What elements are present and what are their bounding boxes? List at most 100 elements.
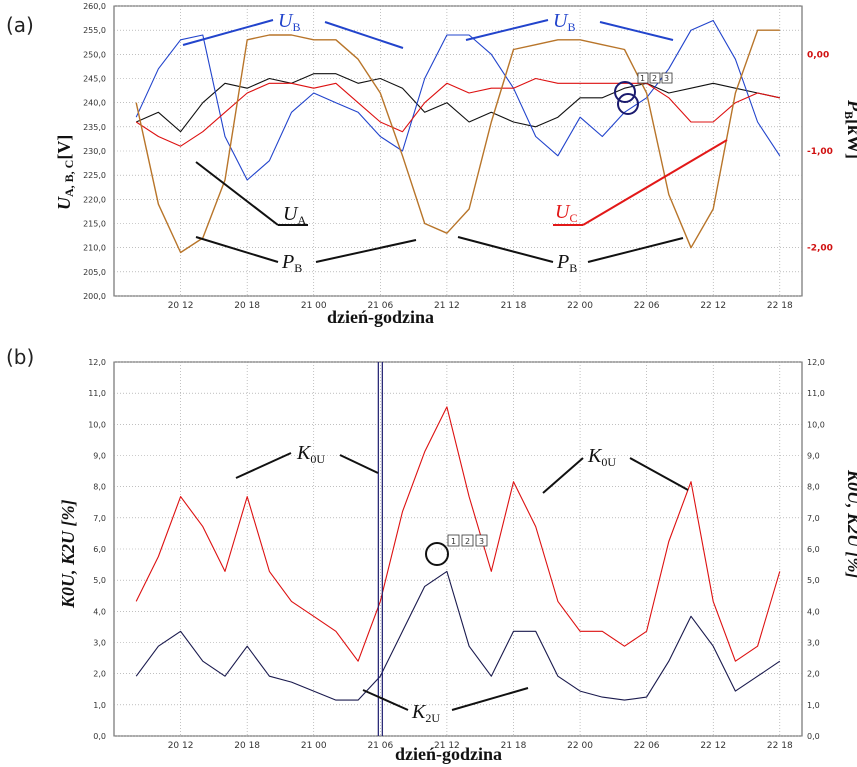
y-tick-label: 235,0 bbox=[83, 123, 106, 132]
x-tick-label: 21 18 bbox=[501, 301, 527, 311]
annotation-uc: UC bbox=[553, 139, 728, 226]
y2-tick-label: 7,0 bbox=[807, 514, 820, 523]
y2-tick-label: 2,0 bbox=[807, 670, 820, 679]
panel-a-plot-area bbox=[113, 5, 803, 297]
x-tick-label: 22 00 bbox=[567, 301, 593, 311]
panel-b-y-axis-label: K0U, K2U [%] bbox=[58, 500, 78, 610]
x-tick-label: 22 18 bbox=[767, 741, 793, 751]
svg-text:2: 2 bbox=[465, 537, 470, 546]
marker-boxes-a: 1 2 3 bbox=[637, 72, 673, 84]
x-tick-label: 21 00 bbox=[301, 301, 327, 311]
panel-b-x-ticks: 20 12 20 18 21 00 21 06 21 12 21 18 22 00 22 06… bbox=[168, 741, 793, 751]
annotation-k2u: K2U bbox=[362, 687, 529, 725]
y-tick-label: 215,0 bbox=[83, 220, 106, 229]
x-tick-label: 21 00 bbox=[301, 741, 327, 751]
y-tick-label: 6,0 bbox=[93, 545, 106, 554]
panel-a-y2-ticks: 0,00 -1,00 -2,00 bbox=[807, 50, 833, 253]
series-line-ub bbox=[135, 19, 781, 181]
panel-a-label: (a) bbox=[6, 13, 34, 37]
annotation-pb-left: PB bbox=[195, 236, 417, 275]
x-tick-label: 21 12 bbox=[434, 741, 460, 751]
y-tick-label: 5,0 bbox=[93, 576, 106, 585]
y-tick-label: 7,0 bbox=[93, 514, 106, 523]
panel-b: (b) 0,01,02,03,04,05,06,07,08,09,010,011… bbox=[6, 345, 857, 764]
x-tick-label: 20 12 bbox=[168, 301, 194, 311]
panel-b-x-axis-label: dzień-godzina bbox=[395, 744, 502, 764]
panel-a-series bbox=[135, 19, 781, 254]
svg-text:PB: PB bbox=[281, 251, 302, 275]
y-tick-label: 230,0 bbox=[83, 147, 106, 156]
y2-tick-label: 10,0 bbox=[807, 420, 825, 429]
svg-text:UA: UA bbox=[283, 203, 306, 227]
y-axis-main: U bbox=[54, 196, 74, 210]
svg-text:1: 1 bbox=[451, 537, 456, 546]
series-line-ua bbox=[135, 73, 780, 133]
y-tick-label: 220,0 bbox=[83, 195, 106, 204]
y-tick-label: 250,0 bbox=[83, 50, 106, 59]
y-tick-label: 8,0 bbox=[93, 483, 106, 492]
svg-text:K0U: K0U bbox=[296, 442, 325, 466]
annotation-k0u-left: K0U bbox=[235, 442, 379, 479]
series-line-pb bbox=[135, 29, 780, 254]
y-tick-label: 10,0 bbox=[88, 420, 106, 429]
y-tick-label: 11,0 bbox=[88, 389, 106, 398]
svg-text:1: 1 bbox=[640, 74, 645, 83]
svg-text:K0U, K2U [%]: K0U, K2U [%] bbox=[844, 469, 857, 579]
y-tick-label: 245,0 bbox=[83, 75, 106, 84]
panel-a-grid bbox=[114, 5, 802, 297]
x-tick-label: 21 06 bbox=[367, 741, 393, 751]
panel-a: (a) 200,0205,0210,0215,0220,0225,0230,02… bbox=[6, 2, 857, 327]
series-line-k2u bbox=[135, 570, 781, 701]
panel-a-x-ticks: 20 12 20 18 21 00 21 06 21 12 21 18 22 00 22 06… bbox=[168, 301, 793, 311]
panel-a-y-ticks: 200,0 205,0 210,0 215,0 220,0 225,0 230,0 235,0… bbox=[83, 2, 106, 301]
y2-tick-label: 6,0 bbox=[807, 545, 820, 554]
panel-b-y2-ticks: 0,0 1,0 2,0 3,0 4,0 5,0 6,0 7,0 8,0 9,0 10,0 11,0 12… bbox=[807, 358, 825, 741]
y-tick-label: 12,0 bbox=[88, 358, 106, 367]
x-tick-label: 21 06 bbox=[367, 301, 393, 311]
svg-text:UB: UB bbox=[278, 10, 300, 34]
annotation-k0u-right: K0U bbox=[542, 445, 689, 494]
svg-text:2: 2 bbox=[652, 74, 657, 83]
y-tick-label: 1,0 bbox=[93, 701, 106, 710]
annotation-ub-left: UB bbox=[182, 10, 404, 49]
y-tick-label: 200,0 bbox=[83, 292, 106, 301]
y-tick-label: 255,0 bbox=[83, 26, 106, 35]
y2-tick-label: 9,0 bbox=[807, 452, 820, 461]
y2-tick-label: 5,0 bbox=[807, 576, 820, 585]
y-tick-label: 2,0 bbox=[93, 670, 106, 679]
y-tick-label: 0,0 bbox=[93, 732, 106, 741]
y2-tick-label: 12,0 bbox=[807, 358, 825, 367]
svg-text:K0U: K0U bbox=[587, 445, 616, 469]
panel-b-series bbox=[135, 362, 781, 736]
y2-tick-label: -2,00 bbox=[807, 244, 833, 254]
y2-tick-label: 1,0 bbox=[807, 701, 820, 710]
panel-b-grid bbox=[114, 361, 802, 737]
y-tick-label: 3,0 bbox=[93, 639, 106, 648]
y2-tick-label: 0,00 bbox=[807, 50, 829, 60]
y2-axis-sub: B bbox=[842, 111, 856, 119]
svg-text:3: 3 bbox=[479, 537, 484, 546]
y2-tick-label: -1,00 bbox=[807, 147, 833, 157]
x-tick-label: 21 18 bbox=[501, 741, 527, 751]
marker-boxes-b: 1 2 3 bbox=[447, 534, 488, 547]
x-tick-label: 22 12 bbox=[700, 741, 726, 751]
y-tick-label: 225,0 bbox=[83, 171, 106, 180]
x-tick-label: 20 18 bbox=[234, 301, 260, 311]
panel-a-y-axis-label: UA, B, C[V] bbox=[54, 135, 76, 210]
y-axis-sub: A, B, C bbox=[62, 160, 76, 197]
x-tick-label: 21 12 bbox=[434, 301, 460, 311]
svg-text:K2U: K2U bbox=[411, 701, 440, 725]
svg-text:UB: UB bbox=[553, 10, 575, 34]
panel-b-y2-axis-label: K0U, K2U [%] bbox=[844, 469, 857, 579]
panel-b-label: (b) bbox=[6, 345, 34, 369]
svg-text:PB: PB bbox=[556, 251, 577, 275]
panel-a-x-axis-label: dzień-godzina bbox=[327, 307, 434, 327]
svg-text:PB[kW]: PB[kW] bbox=[842, 99, 857, 159]
y2-tick-label: 8,0 bbox=[807, 483, 820, 492]
panel-b-y-ticks: 0,0 1,0 2,0 3,0 4,0 5,0 6,0 7,0 8,0 9,0 10,0 11,0 12… bbox=[88, 358, 106, 741]
annotation-ua: UA bbox=[195, 161, 308, 227]
x-tick-label: 22 06 bbox=[634, 301, 660, 311]
annotation-pb-right: PB bbox=[457, 236, 684, 275]
series-line-uc bbox=[135, 77, 780, 147]
